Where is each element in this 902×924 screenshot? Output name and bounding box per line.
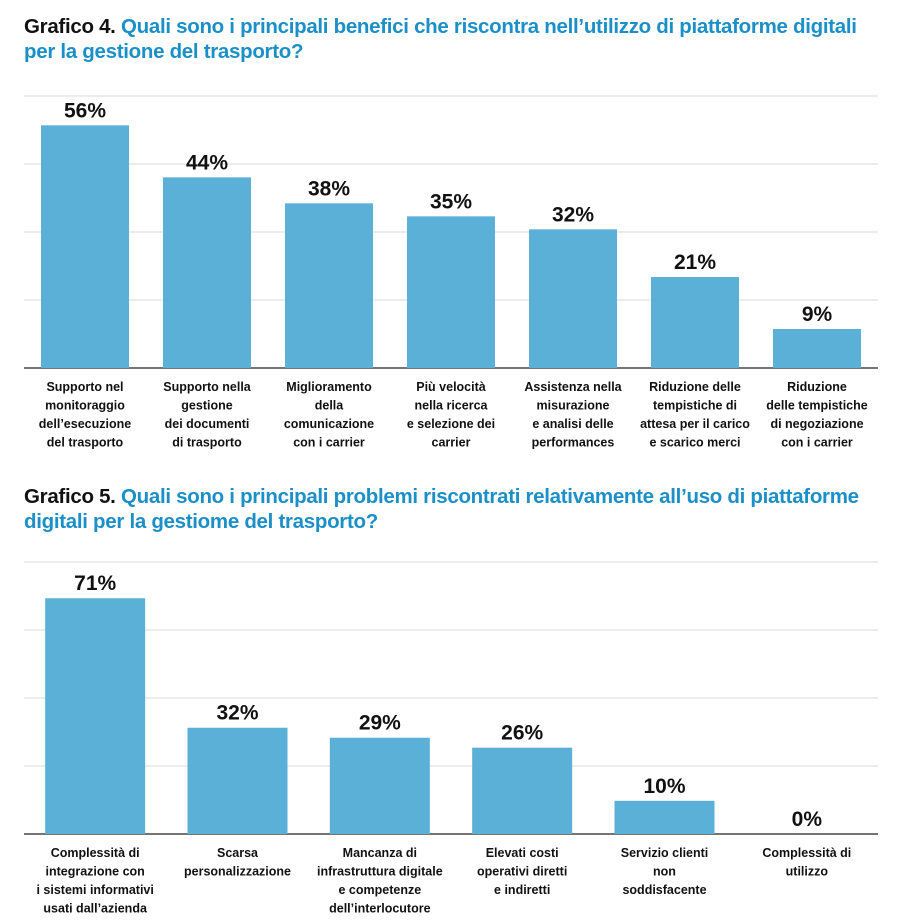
- chart-4-question: Quali sono i principali benefici che ris…: [24, 15, 857, 63]
- chart-4-value-label: 56%: [64, 99, 106, 122]
- chart-5: 71% Complessità di integrazione con i siste…: [24, 561, 878, 916]
- chart-4-category-label: Assistenza nella misurazione e analisi del…: [524, 380, 622, 450]
- chart-5-label: Grafico 5.: [24, 485, 116, 508]
- chart-5-value-label: 0%: [792, 808, 823, 831]
- chart-5-category-label: Elevati costi operativi diretti e indirett…: [477, 846, 567, 897]
- chart-4-category-label: Riduzione delle tempistiche di negoziazion…: [766, 380, 867, 450]
- chart-5-category-label: Complessità di utilizzo: [762, 846, 851, 879]
- chart-4-value-label: 44%: [186, 151, 228, 174]
- chart-4-value-label: 21%: [674, 251, 716, 274]
- chart-5-value-label: 26%: [501, 722, 543, 745]
- chart-5-value-label: 10%: [643, 775, 685, 798]
- chart-4-bar: [773, 329, 861, 368]
- chart-4: 56% Supporto nel monitoraggio dell’esecuzio…: [24, 95, 878, 450]
- chart-5-category-label: Servizio clienti non soddisfacente: [621, 846, 709, 897]
- chart-5-bar: [45, 598, 146, 834]
- chart-4-category-label: Supporto nel monitoraggio dell’esecuzione d…: [39, 380, 131, 450]
- chart-4-category-label: Miglioramento della comunicazione con i car…: [284, 380, 374, 450]
- chart-4-value-label: 38%: [308, 177, 350, 200]
- chart-4-bar: [41, 125, 129, 368]
- chart-4-category-label: Riduzione delle tempistiche di attesa per …: [640, 380, 750, 450]
- chart-4-value-label: 32%: [552, 203, 594, 226]
- chart-4-value-label: 35%: [430, 190, 472, 213]
- chart-4-title: Grafico 4. Quali sono i principali benef…: [24, 14, 884, 64]
- chart-5-bar: [614, 800, 715, 834]
- chart-5-value-label: 71%: [74, 572, 116, 595]
- chart-5-value-label: 32%: [216, 702, 258, 725]
- chart-4-bar: [407, 216, 495, 368]
- chart-5-category-label: Mancanza di infrastruttura digitale e comp…: [317, 846, 443, 916]
- chart-5-bar: [329, 737, 430, 834]
- chart-4-bar: [285, 203, 373, 368]
- chart-4-bar: [163, 177, 251, 368]
- chart-4-bar: [529, 229, 617, 368]
- chart-5-value-label: 29%: [359, 712, 401, 735]
- chart-5-category-label: Scarsa personalizzazione: [184, 846, 291, 879]
- chart-5-category-label: Complessità di integrazione con i sistemi …: [36, 846, 153, 916]
- chart-5-title: Grafico 5. Quali sono i principali probl…: [24, 484, 884, 534]
- chart-4-label: Grafico 4.: [24, 15, 116, 38]
- chart-4-category-label: Più velocità nella ricerca e selezione dei…: [407, 380, 495, 450]
- chart-5-bar: [472, 747, 573, 834]
- chart-4-category-label: Supporto nella gestione dei documenti di tr…: [163, 380, 252, 450]
- chart-5-question: Quali sono i principali problemi riscont…: [24, 485, 859, 533]
- chart-4-bar: [651, 277, 739, 368]
- chart-5-bar: [187, 727, 288, 834]
- chart-4-value-label: 9%: [802, 303, 833, 326]
